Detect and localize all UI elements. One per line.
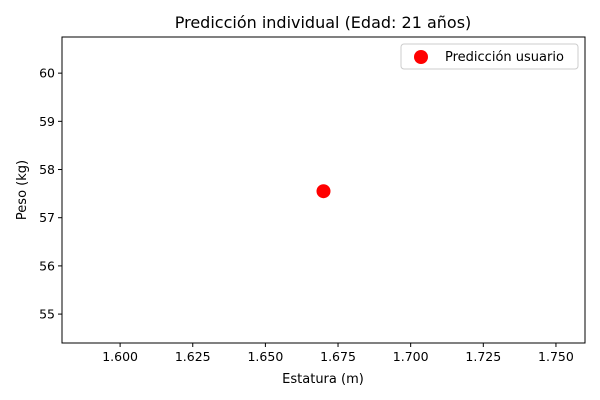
x-tick-label: 1.650: [247, 349, 283, 364]
legend-label: Predicción usuario: [445, 50, 564, 65]
x-tick-label: 1.750: [538, 349, 574, 364]
y-tick-label: 56: [39, 258, 55, 273]
legend: Predicción usuario: [400, 43, 579, 70]
x-tick-label: 1.700: [393, 349, 429, 364]
x-tick-label: 1.600: [102, 349, 138, 364]
x-axis: 1.600 1.625 1.650 1.675 1.700 1.725 1.750: [102, 343, 574, 364]
x-tick-label: 1.625: [175, 349, 211, 364]
y-axis: 55 56 57 58 59 60: [39, 66, 62, 322]
data-point: [316, 184, 331, 199]
y-tick-label: 60: [39, 66, 55, 81]
chart-title: Predicción individual (Edad: 21 años): [175, 13, 472, 32]
y-axis-label: Peso (kg): [15, 160, 30, 220]
x-axis-label: Estatura (m): [282, 372, 364, 387]
data-points: [316, 184, 331, 199]
x-tick-label: 1.675: [320, 349, 356, 364]
legend-marker: [414, 50, 428, 64]
y-tick-label: 55: [39, 307, 55, 322]
y-tick-label: 58: [39, 162, 55, 177]
y-tick-label: 57: [39, 210, 55, 225]
x-tick-label: 1.725: [465, 349, 501, 364]
plot-area-frame: [61, 36, 586, 344]
y-tick-label: 59: [39, 114, 55, 129]
legend-box: [400, 43, 579, 70]
